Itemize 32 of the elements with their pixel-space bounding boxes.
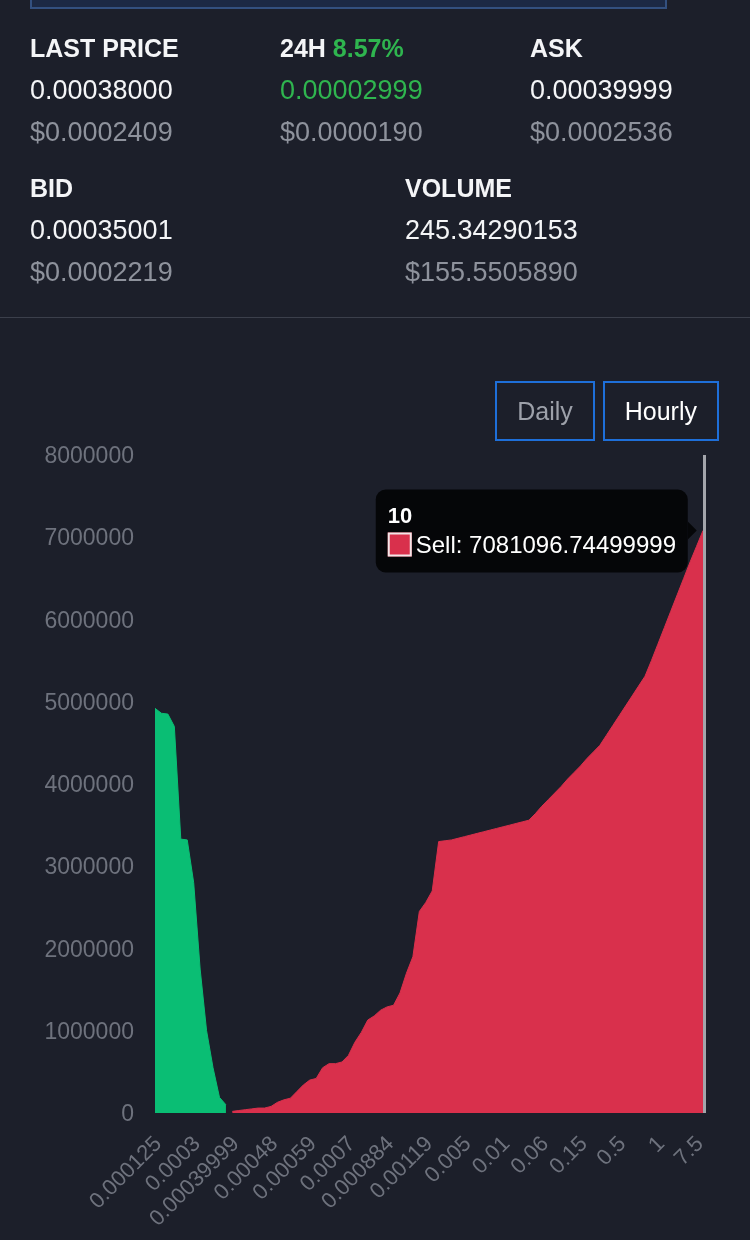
y-tick-label: 8000000 — [44, 442, 134, 469]
x-tick-label: 1 — [642, 1130, 670, 1157]
text: 245.34290153 — [405, 215, 578, 245]
text: 24H — [280, 34, 326, 62]
y-tick-label: 6000000 — [44, 606, 134, 633]
text: LAST PRICE — [30, 34, 179, 62]
text: $155.5505890 — [405, 257, 578, 287]
y-tick-label: 7000000 — [44, 524, 134, 551]
data-label: Sell: 7081096.74499999 — [415, 530, 676, 559]
text: 0.00038000 — [30, 75, 173, 105]
text: ASK — [530, 34, 583, 62]
toggle-button: Daily — [495, 381, 595, 441]
y-tick-label: 2000000 — [44, 935, 134, 962]
y-tick-label: 1000000 — [44, 1017, 134, 1044]
text: BID — [30, 174, 74, 202]
text: 8.57% — [332, 34, 404, 62]
text: $0.0002219 — [30, 257, 173, 287]
y-tick-label: 5000000 — [44, 688, 134, 715]
text: 0.00002999 — [280, 75, 423, 105]
text: $0.0002536 — [530, 117, 673, 147]
text: $0.0002409 — [30, 117, 173, 147]
x-tick-label: 0.5 — [591, 1130, 631, 1170]
y-tick-label: 3000000 — [44, 853, 134, 880]
text: $0.0000190 — [280, 117, 423, 147]
toggle-button: Hourly — [602, 381, 719, 441]
text: VOLUME — [405, 174, 512, 202]
text: 0.00035001 — [30, 215, 173, 245]
text: 0.00039999 — [530, 75, 673, 105]
y-tick-label: 0 — [121, 1100, 134, 1127]
x-tick-label: 7.5 — [668, 1130, 708, 1170]
y-tick-label: 4000000 — [44, 771, 134, 798]
annotation: 10 — [387, 502, 414, 529]
